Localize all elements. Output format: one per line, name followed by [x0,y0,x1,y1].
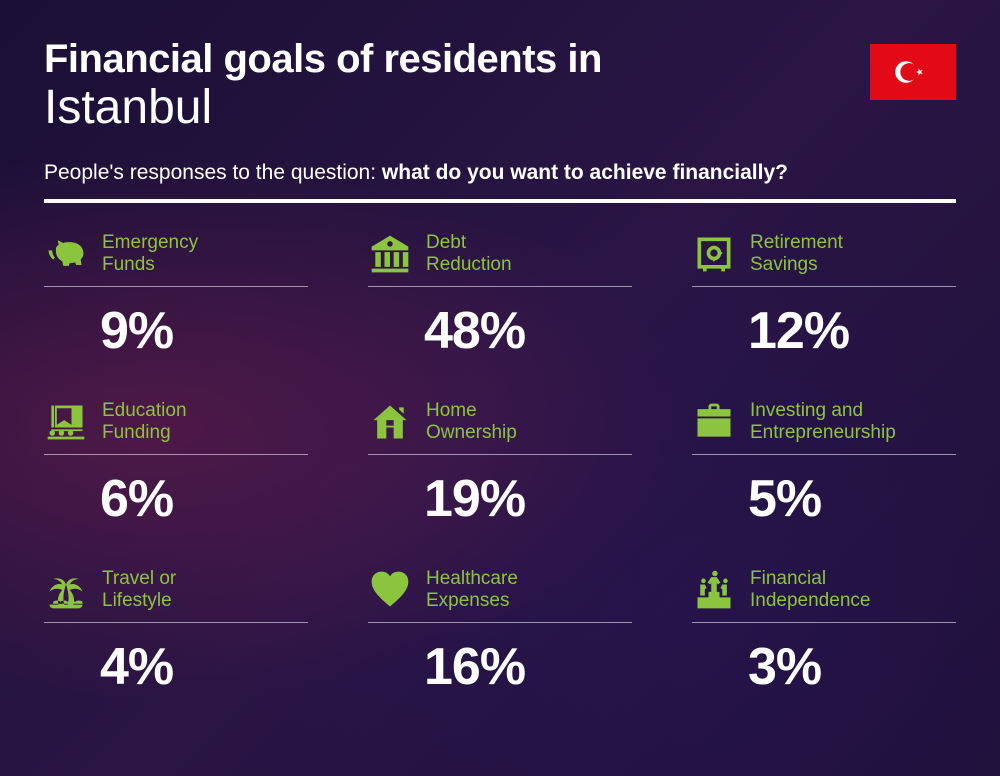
card-percent: 9% [100,301,308,361]
card-head: Travel or Lifestyle [44,567,308,623]
safe-icon [692,232,736,276]
heart-pulse-icon [368,568,412,612]
subtitle-bold: what do you want to achieve financially? [382,161,788,184]
card-head: Emergency Funds [44,231,308,287]
card-label: Retirement Savings [750,232,843,277]
palm-icon [44,568,88,612]
card-head: Healthcare Expenses [368,567,632,623]
card-percent: 5% [748,469,956,529]
card-head: Home Ownership [368,399,632,455]
education-icon [44,400,88,444]
podium-icon [692,568,736,612]
briefcase-icon [692,400,736,444]
card-healthcare-expenses: Healthcare Expenses 16% [368,567,632,697]
card-label: Investing and Entrepreneurship [750,400,896,445]
house-icon [368,400,412,444]
card-travel-lifestyle: Travel or Lifestyle 4% [44,567,308,697]
subtitle-prefix: People's responses to the question: [44,161,382,184]
divider [44,199,956,203]
header: Financial goals of residents in Istanbul… [44,38,956,203]
card-label: Education Funding [102,400,187,445]
card-label: Debt Reduction [426,232,512,277]
card-education-funding: Education Funding 6% [44,399,308,529]
subtitle: People's responses to the question: what… [44,161,956,185]
card-percent: 4% [100,637,308,697]
card-label: Financial Independence [750,568,870,613]
stats-grid: Emergency Funds 9% Debt Reduction 48% Re… [44,231,956,697]
card-label: Travel or Lifestyle [102,568,176,613]
card-percent: 6% [100,469,308,529]
bank-icon [368,232,412,276]
card-home-ownership: Home Ownership 19% [368,399,632,529]
card-financial-independence: Financial Independence 3% [692,567,956,697]
title-line1: Financial goals of residents in [44,38,956,80]
card-label: Home Ownership [426,400,517,445]
card-head: Investing and Entrepreneurship [692,399,956,455]
card-head: Education Funding [44,399,308,455]
card-percent: 48% [424,301,632,361]
card-retirement-savings: Retirement Savings 12% [692,231,956,361]
title-line2: Istanbul [44,82,956,135]
card-percent: 12% [748,301,956,361]
card-head: Financial Independence [692,567,956,623]
piggy-bank-icon [44,232,88,276]
card-head: Debt Reduction [368,231,632,287]
card-percent: 16% [424,637,632,697]
card-investing-entrepreneurship: Investing and Entrepreneurship 5% [692,399,956,529]
card-percent: 19% [424,469,632,529]
card-emergency-funds: Emergency Funds 9% [44,231,308,361]
card-label: Emergency Funds [102,232,198,277]
card-percent: 3% [748,637,956,697]
card-head: Retirement Savings [692,231,956,287]
card-label: Healthcare Expenses [426,568,518,613]
card-debt-reduction: Debt Reduction 48% [368,231,632,361]
turkey-flag [870,44,956,100]
